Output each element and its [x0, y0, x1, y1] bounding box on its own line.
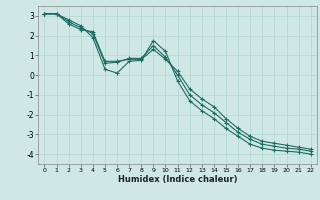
- X-axis label: Humidex (Indice chaleur): Humidex (Indice chaleur): [118, 175, 237, 184]
